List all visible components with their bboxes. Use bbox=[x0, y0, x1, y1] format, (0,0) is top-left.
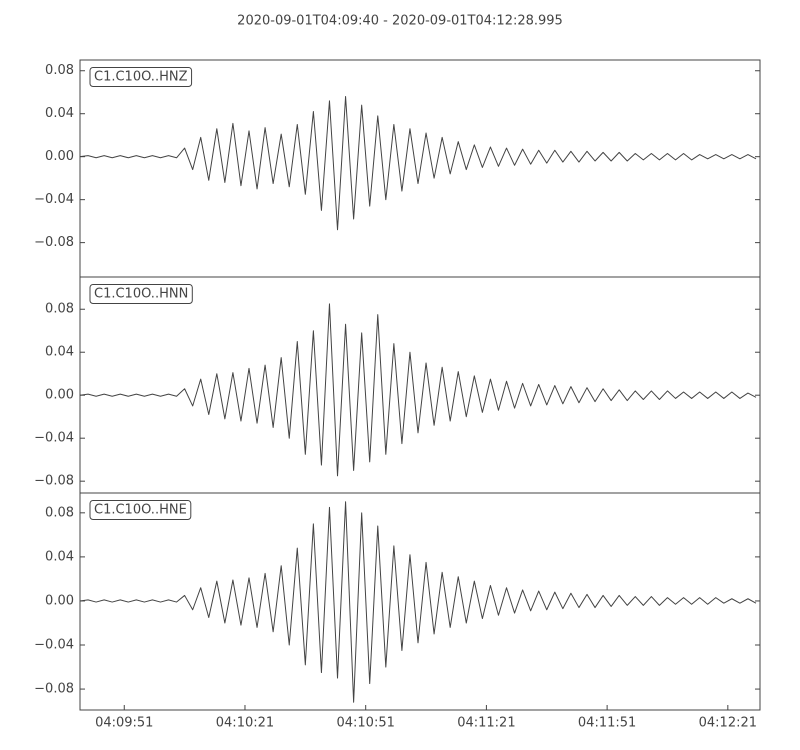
trace-label: C1.C10O..HNE bbox=[94, 503, 187, 518]
waveform bbox=[79, 96, 757, 231]
trace-label: C1.C10O..HNZ bbox=[94, 70, 188, 85]
y-tick-label: 0.00 bbox=[45, 388, 74, 403]
y-tick-label: −0.08 bbox=[34, 682, 74, 697]
panel-frame bbox=[79, 276, 761, 494]
trace-label-box bbox=[89, 284, 193, 304]
y-tick-label: −0.04 bbox=[34, 638, 74, 653]
trace-label-box bbox=[89, 67, 193, 87]
y-tick-label: 0.04 bbox=[45, 549, 74, 564]
x-tick-label: 04:09:51 bbox=[95, 716, 153, 731]
y-tick-label: 0.08 bbox=[45, 63, 74, 78]
x-tick-label: 04:12:21 bbox=[699, 716, 757, 731]
trace-label: C1.C10O..HNN bbox=[94, 287, 188, 302]
y-tick-label: 0.04 bbox=[45, 345, 74, 360]
x-tick-label: 04:10:21 bbox=[216, 716, 274, 731]
trace-label-box bbox=[89, 500, 192, 520]
chart-title: 2020-09-01T04:09:40 - 2020-09-01T04:12:2… bbox=[237, 14, 563, 29]
panel-frame bbox=[79, 492, 761, 711]
x-tick-label: 04:10:51 bbox=[336, 716, 394, 731]
x-tick-label: 04:11:21 bbox=[457, 716, 515, 731]
y-tick-label: −0.08 bbox=[34, 235, 74, 250]
y-tick-label: −0.04 bbox=[34, 431, 74, 446]
waveform bbox=[79, 303, 757, 477]
y-tick-label: 0.04 bbox=[45, 106, 74, 121]
y-tick-label: −0.04 bbox=[34, 192, 74, 207]
y-tick-label: 0.00 bbox=[45, 593, 74, 608]
x-tick-label: 04:11:51 bbox=[578, 716, 636, 731]
y-tick-label: 0.00 bbox=[45, 149, 74, 164]
y-tick-label: 0.08 bbox=[45, 505, 74, 520]
y-tick-label: −0.08 bbox=[34, 474, 74, 489]
y-tick-label: 0.08 bbox=[45, 302, 74, 317]
waveform bbox=[79, 501, 757, 703]
